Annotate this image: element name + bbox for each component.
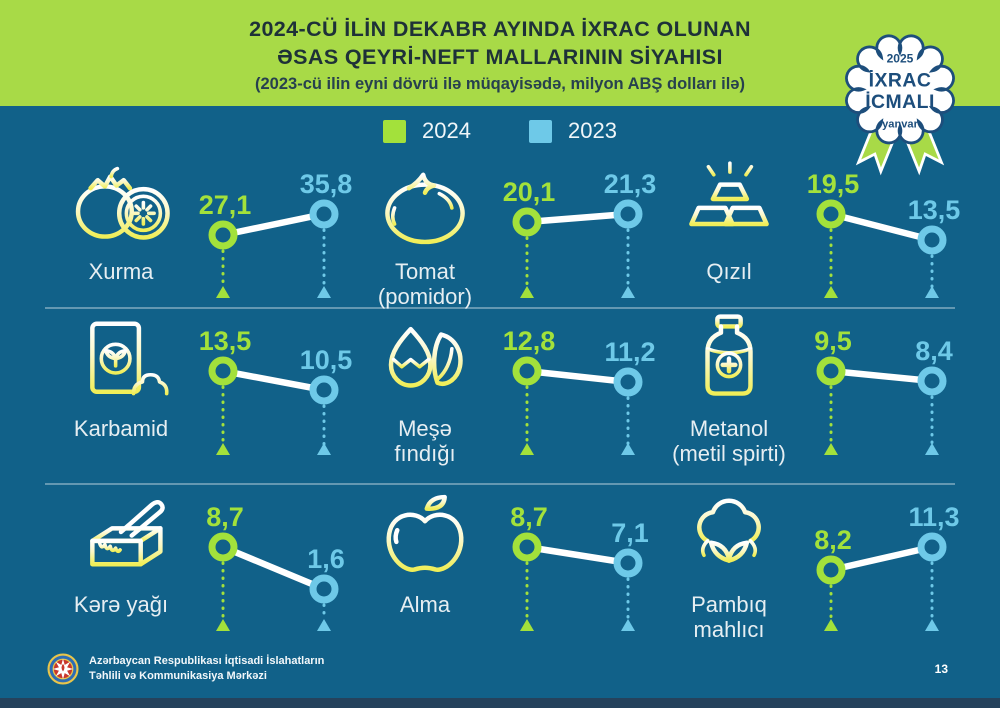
product-cell-pambiq: Pambıq mahlıcı 8,2 11,3 bbox=[653, 483, 960, 655]
product-name: Metanol (metil spirti) bbox=[672, 416, 786, 467]
svg-text:20,1: 20,1 bbox=[503, 177, 556, 207]
svg-text:13,5: 13,5 bbox=[199, 326, 252, 356]
page-subtitle: (2023-cü ilin eyni dövrü ilə müqayisədə,… bbox=[255, 74, 745, 93]
products-grid: Xurma 27,1 35,8 Tomat (pomidor) 20,1 21,3 bbox=[45, 150, 960, 655]
svg-text:7,1: 7,1 bbox=[611, 518, 649, 548]
product-name: Xurma bbox=[88, 259, 154, 284]
gold-bars-icon bbox=[673, 156, 785, 255]
product-name: Qızıl bbox=[706, 259, 752, 284]
product-cell-mese-findigi: Meşə fındığı 12,8 11,2 bbox=[349, 307, 656, 483]
bottom-strip bbox=[0, 698, 1000, 708]
bottle-icon bbox=[673, 313, 785, 412]
mini-chart-qizil: 19,5 13,5 bbox=[807, 169, 960, 298]
product-name: Kərə yağı bbox=[73, 592, 169, 617]
svg-text:8,7: 8,7 bbox=[510, 502, 548, 532]
persimmon-icon bbox=[65, 156, 177, 255]
mini-chart-tomat: 20,1 21,3 bbox=[503, 169, 656, 298]
header-band: 2024-CÜ İLİN DEKABR AYINDA İXRAC OLUNAN … bbox=[0, 0, 1000, 106]
row-separator-2 bbox=[45, 483, 955, 485]
legend-swatch-2023 bbox=[529, 119, 552, 143]
product-name: Karbamid bbox=[73, 416, 169, 441]
hazelnut-icon bbox=[369, 313, 481, 412]
page-number: 13 bbox=[934, 662, 948, 676]
rosette-scallop bbox=[845, 34, 955, 145]
azerbaijan-emblem-icon bbox=[47, 653, 79, 685]
apple-icon bbox=[369, 489, 481, 588]
svg-text:11,3: 11,3 bbox=[908, 502, 959, 532]
page-title-line1: 2024-CÜ İLİN DEKABR AYINDA İXRAC OLUNAN bbox=[249, 16, 751, 41]
rosette-badge-graphic: 2025 İXRAC İCMALI yanvar bbox=[845, 34, 955, 176]
product-name: Alma bbox=[399, 592, 451, 617]
mini-chart-mese-findigi: 12,8 11,2 bbox=[503, 326, 656, 455]
product-cell-qizil: Qızıl 19,5 13,5 bbox=[653, 150, 960, 307]
cotton-icon bbox=[673, 489, 785, 588]
svg-text:11,2: 11,2 bbox=[604, 337, 655, 367]
svg-text:27,1: 27,1 bbox=[199, 190, 252, 220]
page-title-line2: ƏSAS QEYRİ-NEFT MALLARININ SİYAHISI bbox=[277, 44, 723, 69]
svg-text:21,3: 21,3 bbox=[604, 169, 657, 199]
product-cell-xurma: Xurma 27,1 35,8 bbox=[45, 150, 352, 307]
badge-line2: İCMALI bbox=[865, 90, 935, 113]
svg-text:8,7: 8,7 bbox=[206, 502, 244, 532]
footer: Azərbaycan Respublikası İqtisadi İslahat… bbox=[46, 652, 324, 686]
product-cell-alma: Alma 8,7 7,1 bbox=[349, 483, 653, 655]
legend-item-2024: 2024 bbox=[383, 118, 471, 144]
mini-chart-alma: 8,7 7,1 bbox=[510, 502, 649, 631]
product-cell-tomat: Tomat (pomidor) 20,1 21,3 bbox=[349, 150, 656, 310]
legend-label-2023: 2023 bbox=[568, 118, 617, 143]
org-name-line2: Təhlili və Kommunikasiya Mərkəzi bbox=[89, 670, 267, 682]
product-name: Tomat (pomidor) bbox=[377, 259, 473, 310]
svg-text:9,5: 9,5 bbox=[814, 326, 852, 356]
product-name: Meşə fındığı bbox=[394, 416, 456, 467]
product-cell-karbamid: Karbamid 13,5 10,5 bbox=[45, 307, 352, 483]
row-separator-1 bbox=[45, 307, 955, 309]
mini-chart-pambiq: 8,2 11,3 bbox=[814, 502, 960, 631]
svg-text:1,6: 1,6 bbox=[307, 544, 345, 574]
svg-text:8,4: 8,4 bbox=[915, 336, 953, 366]
svg-text:12,8: 12,8 bbox=[503, 326, 556, 356]
product-cell-metanol: Metanol (metil spirti) 9,5 8,4 bbox=[653, 307, 957, 483]
badge-line1: İXRAC bbox=[869, 69, 932, 92]
org-name: Azərbaycan Respublikası İqtisadi İslahat… bbox=[89, 654, 324, 685]
mini-chart-karbamid: 13,5 10,5 bbox=[199, 326, 352, 455]
product-name: Pambıq mahlıcı bbox=[691, 592, 767, 643]
fertilizer-bag-icon bbox=[65, 313, 177, 412]
svg-text:19,5: 19,5 bbox=[807, 169, 860, 199]
org-name-line1: Azərbaycan Respublikası İqtisadi İslahat… bbox=[89, 654, 325, 667]
tomato-icon bbox=[369, 156, 481, 255]
mini-chart-xurma: 27,1 35,8 bbox=[199, 169, 352, 298]
badge-year: 2025 bbox=[887, 52, 914, 66]
mini-chart-metanol: 9,5 8,4 bbox=[814, 326, 953, 455]
legend: 2024 2023 bbox=[0, 118, 1000, 144]
svg-text:10,5: 10,5 bbox=[300, 345, 353, 375]
svg-text:8,2: 8,2 bbox=[814, 525, 852, 555]
rosette-badge: 2025 İXRAC İCMALI yanvar bbox=[826, 10, 974, 178]
svg-text:35,8: 35,8 bbox=[300, 169, 353, 199]
legend-label-2024: 2024 bbox=[422, 118, 471, 143]
legend-item-2023: 2023 bbox=[529, 118, 617, 144]
butter-icon bbox=[65, 489, 177, 588]
legend-swatch-2024 bbox=[383, 119, 407, 143]
mini-chart-kere-yagi: 8,7 1,6 bbox=[206, 502, 345, 631]
badge-month: yanvar bbox=[882, 118, 918, 130]
svg-text:13,5: 13,5 bbox=[908, 195, 961, 225]
product-cell-kere-yagi: Kərə yağı 8,7 1,6 bbox=[45, 483, 349, 655]
